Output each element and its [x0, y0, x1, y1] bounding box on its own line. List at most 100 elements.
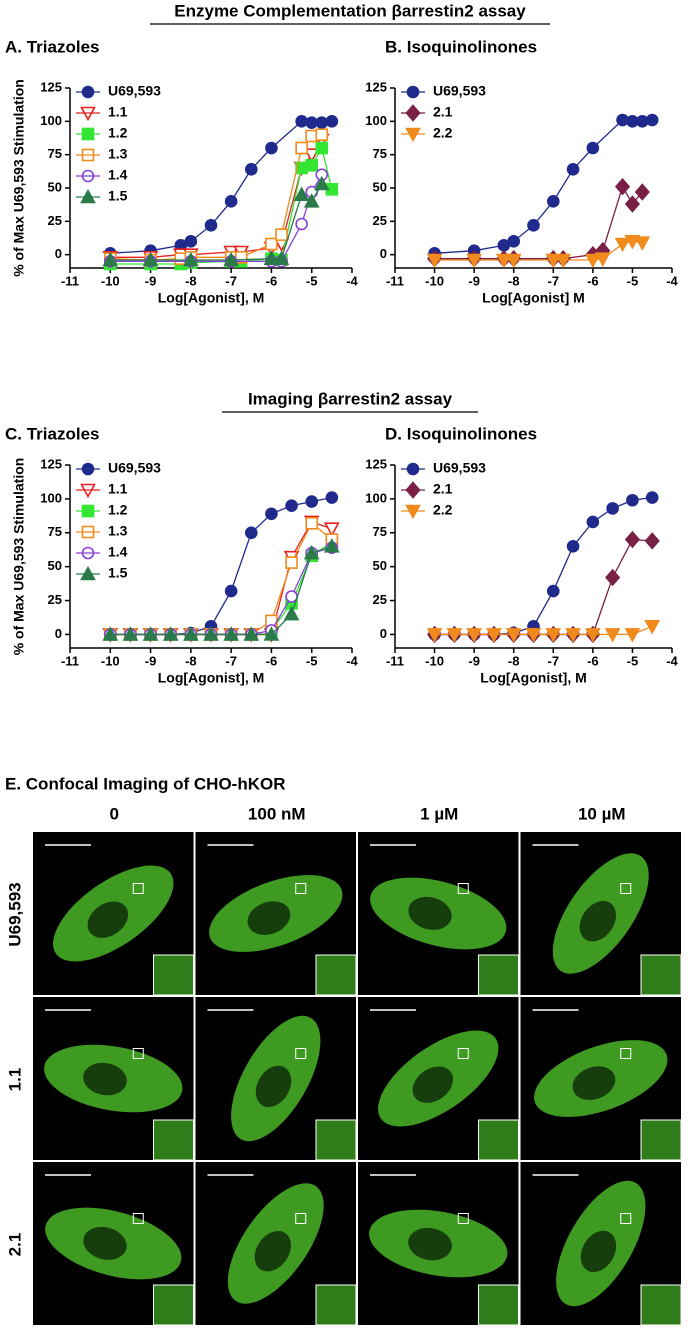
series-line: [110, 541, 333, 636]
y-tick-label: 25: [48, 592, 62, 607]
inset: [153, 1284, 194, 1326]
series-line: [110, 134, 322, 261]
marker: [586, 515, 600, 529]
marker: [605, 568, 621, 587]
legend-label: 1.1: [108, 104, 128, 120]
marker: [645, 113, 659, 127]
marker: [162, 626, 179, 641]
legend-label: 2.1: [433, 104, 453, 120]
nucleus: [255, 1065, 292, 1108]
marker: [586, 141, 600, 155]
inset: [478, 1119, 519, 1161]
marker: [224, 584, 238, 598]
nucleus: [412, 1066, 454, 1103]
legend-label: 2.2: [433, 502, 453, 518]
y-tick-label: 75: [48, 524, 62, 539]
marker: [325, 115, 339, 128]
marker: [546, 584, 560, 598]
y-tick-label: 100: [365, 113, 387, 128]
x-tick-label: -11: [61, 273, 79, 288]
marker: [486, 628, 502, 643]
marker: [303, 193, 320, 208]
nucleus: [408, 1227, 452, 1261]
y-axis-label: % of Max U69,593 Stimulation: [11, 458, 27, 656]
y-tick-label: 0: [55, 246, 62, 261]
marker: [263, 626, 280, 641]
marker: [604, 628, 621, 643]
series-line: [434, 496, 653, 636]
marker: [183, 626, 199, 641]
x-tick-label: -10: [425, 653, 444, 668]
marker: [305, 495, 319, 508]
nucleus: [408, 896, 452, 930]
marker: [263, 250, 280, 265]
marker: [142, 251, 159, 267]
x-tick-label: -7: [548, 273, 560, 288]
heading: Imaging βarrestin2 assay: [248, 389, 453, 408]
legend-label: 2.2: [433, 125, 453, 141]
x-axis-label: Log[Agonist], M: [158, 290, 265, 306]
y-tick-label: 100: [365, 490, 387, 505]
marker: [565, 628, 581, 643]
marker: [624, 195, 640, 213]
y-tick-label: 25: [48, 213, 62, 228]
y-tick-label: 100: [40, 113, 62, 128]
roi-box: [295, 1213, 307, 1224]
marker: [594, 252, 611, 267]
marker: [426, 628, 443, 643]
nucleus: [83, 1226, 127, 1260]
x-axis-label: Log[Agonist], M: [158, 670, 265, 686]
inset: [315, 1119, 357, 1161]
y-tick-label: 25: [373, 213, 387, 228]
series-line: [110, 120, 332, 254]
y-tick-label: 125: [40, 456, 62, 471]
marker: [505, 253, 522, 269]
marker: [102, 626, 119, 641]
marker: [505, 628, 522, 643]
row-label: 1.1: [5, 1068, 24, 1092]
column-label: 100 nM: [248, 804, 306, 823]
roi-box: [295, 1048, 307, 1059]
marker: [446, 628, 463, 643]
marker: [645, 491, 659, 504]
marker: [184, 235, 198, 248]
marker: [303, 544, 320, 560]
roi-box: [132, 1048, 144, 1059]
marker: [606, 502, 619, 515]
series-line: [110, 545, 333, 636]
chart-title: A. Triazoles: [5, 37, 99, 56]
x-tick-label: -8: [185, 273, 197, 288]
inset: [315, 1284, 357, 1326]
marker: [545, 253, 562, 269]
x-tick-label: -5: [627, 653, 639, 668]
marker: [243, 626, 260, 641]
legend-label: U69,593: [433, 83, 486, 99]
legend-label: 1.4: [108, 167, 128, 183]
x-tick-label: -11: [386, 653, 404, 668]
roi-box: [620, 1048, 632, 1059]
x-tick-label: -11: [386, 273, 404, 288]
inset: [640, 954, 682, 996]
series-line: [110, 521, 333, 636]
marker: [265, 507, 278, 521]
x-tick-label: -9: [468, 273, 480, 288]
nucleus: [83, 1062, 127, 1096]
marker: [285, 499, 298, 512]
x-tick-label: -8: [508, 653, 520, 668]
chart-title: C. Triazoles: [5, 424, 99, 443]
marker: [546, 195, 560, 208]
marker: [224, 195, 238, 208]
legend-label: 1.4: [108, 544, 128, 560]
y-tick-label: 125: [40, 79, 62, 94]
nucleus: [87, 901, 129, 938]
y-axis-label: % of Max U69,593 Stimulation: [11, 79, 27, 277]
marker: [315, 141, 329, 155]
x-tick-label: -7: [225, 273, 237, 288]
marker: [624, 530, 640, 549]
y-tick-label: 50: [48, 179, 62, 194]
chart-title: D. Isoquinolinones: [385, 424, 537, 443]
marker: [303, 148, 320, 163]
x-axis-label: Log[Agonist] M: [482, 290, 585, 306]
y-tick-label: 125: [365, 456, 387, 471]
marker: [305, 159, 319, 172]
